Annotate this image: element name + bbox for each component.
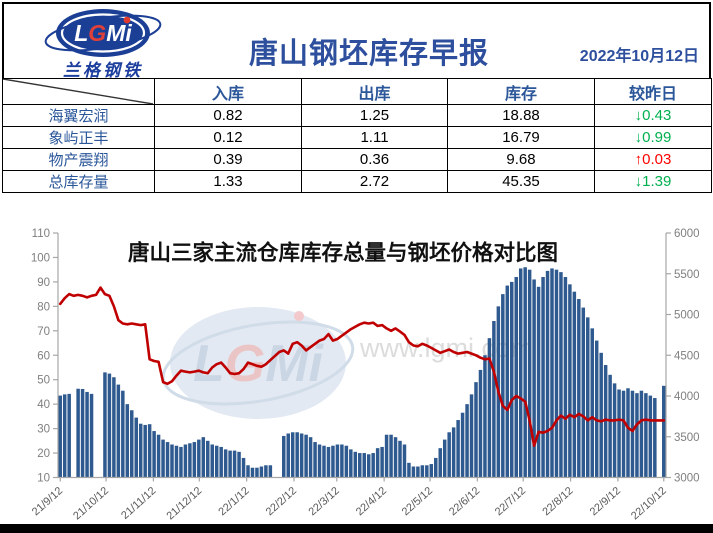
svg-text:5500: 5500 xyxy=(674,269,700,281)
inventory-bars xyxy=(58,267,666,478)
x-tick-label: 22/7/12 xyxy=(493,485,528,518)
svg-text:40: 40 xyxy=(37,399,50,411)
svg-text:80: 80 xyxy=(37,301,50,313)
warehouse-name: 物产震翔 xyxy=(2,148,155,171)
warehouse-name: 海翼宏润 xyxy=(2,104,155,127)
svg-text:10: 10 xyxy=(37,473,50,485)
change-value: ↓1.39 xyxy=(594,170,712,193)
arrow-down-icon: ↓ xyxy=(634,107,643,124)
arrow-down-icon: ↓ xyxy=(634,173,643,190)
svg-text:30: 30 xyxy=(37,424,50,436)
chart-svg: LGMi www.lgmi.com 唐山三家主流仓库库存总量与钢坯价格对比图 10 20… xyxy=(30,228,700,523)
col-header-change: 较昨日 xyxy=(594,78,712,105)
x-tick-label: 21/10/12 xyxy=(71,485,111,523)
svg-text:4000: 4000 xyxy=(674,391,700,403)
x-axis-labels: 21/9/12 21/10/12 21/11/12 21/12/12 22/1/12 22… xyxy=(30,477,669,523)
lgmi-logo: LGMi 兰格钢铁 xyxy=(38,8,168,80)
inbound-value: 0.12 xyxy=(154,126,302,149)
svg-text:70: 70 xyxy=(37,326,50,338)
diagonal-line xyxy=(3,79,154,104)
stock-value: 45.35 xyxy=(447,170,595,193)
inventory-table: 入库 出库 库存 较昨日 海翼宏润 0.82 1.25 18.88 ↓0.43 象屿正丰 0… xyxy=(2,78,712,193)
change-value: ↓0.43 xyxy=(594,104,712,127)
x-tick-label: 22/5/12 xyxy=(400,485,435,518)
svg-text:110: 110 xyxy=(32,228,50,240)
logo-subtitle: 兰格钢铁 xyxy=(63,61,143,80)
warehouse-name: 总库存量 xyxy=(2,170,155,193)
corner-diagonal-cell xyxy=(2,78,155,105)
outbound-value: 1.25 xyxy=(301,104,448,127)
x-tick-label: 22/9/12 xyxy=(588,485,623,518)
svg-text:4500: 4500 xyxy=(674,350,700,362)
inbound-value: 0.82 xyxy=(154,104,302,127)
x-tick-label: 22/8/12 xyxy=(540,485,575,518)
chart-title: 唐山三家主流仓库库存总量与钢坯价格对比图 xyxy=(128,240,558,265)
svg-text:90: 90 xyxy=(37,277,50,289)
svg-text:3500: 3500 xyxy=(674,432,700,444)
col-header-stock: 库存 xyxy=(447,78,595,105)
svg-text:LGMi: LGMi xyxy=(74,20,132,46)
table-header-row: 入库 出库 库存 较昨日 xyxy=(2,78,712,105)
arrow-up-icon: ↑ xyxy=(634,151,643,168)
svg-text:3000: 3000 xyxy=(674,473,700,485)
x-tick-label: 22/4/12 xyxy=(354,485,389,518)
stock-value: 18.88 xyxy=(447,104,595,127)
svg-text:50: 50 xyxy=(37,375,50,387)
svg-text:6000: 6000 xyxy=(674,228,700,240)
stock-value: 16.79 xyxy=(447,126,595,149)
x-tick-label: 21/11/12 xyxy=(119,485,158,522)
watermark-logo-text: LGMi xyxy=(193,335,325,393)
left-axis-labels: 10 20 30 40 50 60 70 80 90 100 110 xyxy=(31,228,58,485)
table-row: 总库存量 1.33 2.72 45.35 ↓1.39 xyxy=(2,170,712,193)
x-tick-label: 22/2/12 xyxy=(264,485,299,518)
outbound-value: 0.36 xyxy=(301,148,448,171)
header-bar: LGMi 兰格钢铁 唐山钢坯库存早报 2022年10月12日 xyxy=(2,2,711,80)
svg-text:20: 20 xyxy=(37,448,50,460)
page-title: 唐山钢坯库存早报 xyxy=(248,38,489,70)
right-axis-labels: 3000 3500 4000 4500 5000 5500 6000 xyxy=(666,228,700,485)
watermark-dot xyxy=(294,311,304,321)
change-value: ↓0.99 xyxy=(594,126,712,149)
stock-value: 9.68 xyxy=(447,148,595,171)
col-header-inbound: 入库 xyxy=(154,78,302,105)
col-header-outbound: 出库 xyxy=(301,78,448,105)
table-row: 海翼宏润 0.82 1.25 18.88 ↓0.43 xyxy=(2,104,712,127)
outbound-value: 1.11 xyxy=(301,126,448,149)
x-tick-label: 22/1/12 xyxy=(216,485,251,518)
footer-bar xyxy=(0,524,713,533)
svg-text:60: 60 xyxy=(37,350,50,362)
lgmi-watermark: LGMi www.lgmi.com xyxy=(161,307,533,419)
change-value: ↑0.03 xyxy=(594,148,712,171)
x-tick-label: 22/3/12 xyxy=(307,485,342,518)
warehouse-name: 象屿正丰 xyxy=(2,126,155,149)
table-row: 物产震翔 0.39 0.36 9.68 ↑0.03 xyxy=(2,148,712,171)
x-tick-label: 22/6/12 xyxy=(447,485,482,518)
outbound-value: 2.72 xyxy=(301,170,448,193)
inbound-value: 0.39 xyxy=(154,148,302,171)
price-line xyxy=(58,286,666,447)
arrow-down-icon: ↓ xyxy=(634,129,643,146)
report-date: 2022年10月12日 xyxy=(579,48,699,65)
table-row: 象屿正丰 0.12 1.11 16.79 ↓0.99 xyxy=(2,126,712,149)
svg-text:5000: 5000 xyxy=(674,310,700,322)
x-tick-label: 22/10/12 xyxy=(629,485,669,523)
x-tick-label: 21/9/12 xyxy=(30,485,65,518)
x-tick-label: 21/12/12 xyxy=(164,485,204,523)
svg-text:100: 100 xyxy=(31,252,50,264)
lgmi-logo-icon: LGMi xyxy=(44,9,162,57)
